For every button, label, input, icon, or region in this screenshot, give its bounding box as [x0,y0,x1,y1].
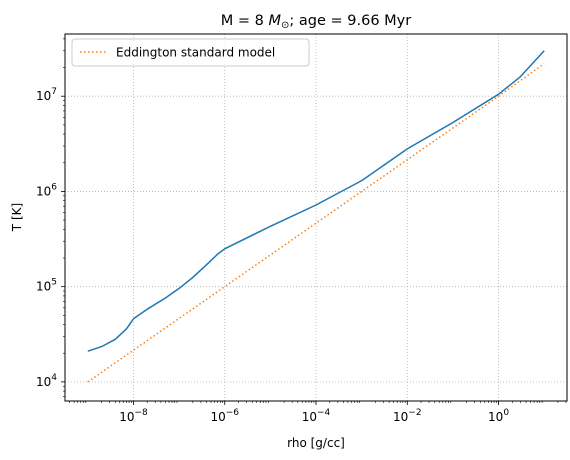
chart-title: M = 8 M⊙; age = 9.66 Myr [221,13,411,31]
y-tick-label: 105 [36,278,57,294]
axis-ticks: 10−8 10−6 10−4 10−2 100 104 105 106 107 [36,38,567,424]
y-tick-label: 104 [36,373,57,389]
plot-series [87,50,545,383]
legend-box [71,38,310,67]
legend-label-eddington: Eddington standard model [116,46,275,60]
temperature-density-profile-line [87,50,545,352]
x-tick-label: 10−6 [210,408,239,424]
y-tick-label: 107 [36,87,57,103]
gridlines [65,34,567,401]
x-tick-label: 10−8 [119,408,148,424]
legend: Eddington standard model [71,38,310,67]
x-tick-label: 10−4 [302,408,331,424]
y-tick-label: 106 [36,182,57,198]
x-tick-label: 10−2 [393,408,422,424]
x-tick-label: 100 [488,408,509,424]
x-axis-label: rho [g/cc] [287,436,345,450]
y-axis-label: T [K] [10,203,24,232]
